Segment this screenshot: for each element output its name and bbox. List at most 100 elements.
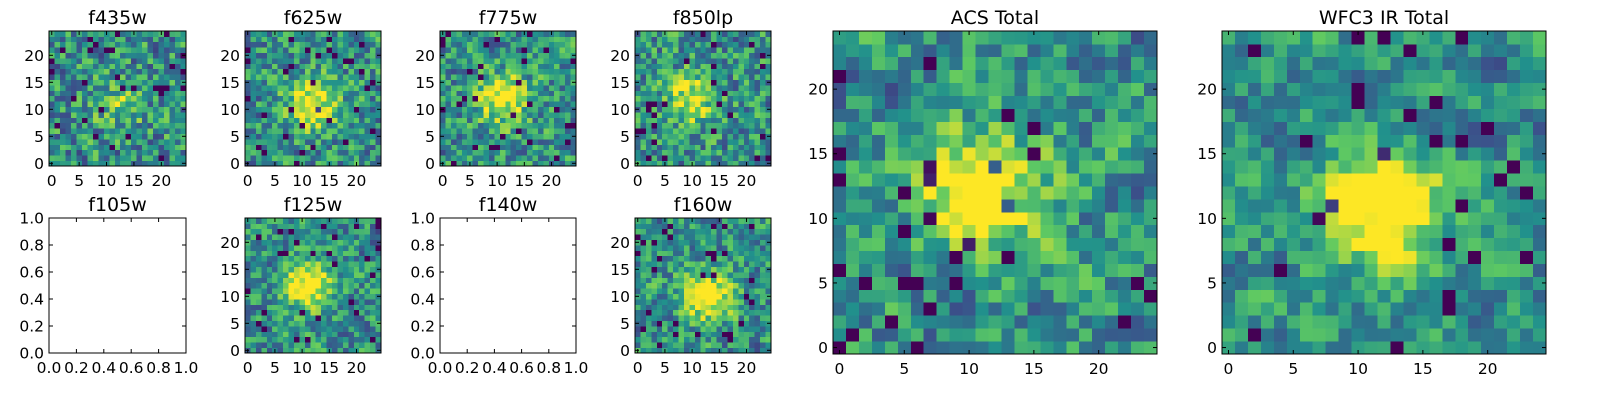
- pixel-cell: [332, 68, 338, 75]
- pixel-cell: [711, 68, 717, 75]
- pixel-cell: [743, 149, 750, 156]
- pixel-cell: [472, 31, 479, 37]
- pixel-cell: [59, 74, 66, 80]
- pixel-cell: [640, 309, 647, 316]
- pixel-cell: [662, 293, 669, 300]
- pixel-cell: [103, 133, 110, 140]
- pixel-cell: [49, 41, 55, 48]
- pixel-cell: [923, 95, 938, 109]
- pixel-cell: [711, 128, 717, 134]
- pixel-cell: [1027, 173, 1041, 187]
- pixel-cell: [1468, 263, 1482, 277]
- pixel-cell: [342, 149, 349, 156]
- pixel-cell: [936, 341, 951, 355]
- pixel-cell: [554, 31, 561, 37]
- pixel-cell: [1001, 276, 1015, 290]
- pixel-cell: [765, 47, 772, 53]
- pixel-cell: [871, 31, 886, 45]
- pixel-cell: [288, 133, 295, 140]
- pixel-cell: [1105, 276, 1119, 290]
- x-tick-label: 5: [270, 359, 280, 377]
- pixel-cell: [445, 133, 452, 140]
- pixel-cell: [683, 106, 690, 113]
- pixel-cell: [732, 293, 739, 300]
- pixel-cell: [645, 304, 652, 311]
- pixel-cell: [521, 68, 528, 75]
- pixel-cell: [700, 90, 707, 97]
- pixel-cell: [635, 101, 641, 107]
- pixel-cell: [337, 255, 344, 262]
- pixel-cell: [348, 250, 355, 257]
- pixel-cell: [370, 342, 376, 348]
- pixel-cell: [1416, 302, 1430, 316]
- pixel-cell: [559, 117, 566, 124]
- pixel-cell: [483, 106, 490, 113]
- pixel-cell: [516, 117, 522, 124]
- pixel-cell: [554, 68, 561, 75]
- pixel-cell: [59, 133, 66, 140]
- pixel-cell: [364, 304, 371, 311]
- pixel-cell: [293, 320, 300, 327]
- pixel-cell: [1079, 237, 1093, 252]
- pixel-cell: [277, 47, 284, 53]
- pixel-cell: [277, 149, 284, 156]
- pixel-cell: [332, 239, 338, 246]
- pixel-cell: [689, 288, 696, 294]
- pixel-cell: [348, 58, 355, 64]
- pixel-cell: [683, 128, 690, 134]
- pixel-cell: [635, 228, 641, 235]
- pixel-cell: [245, 304, 251, 311]
- pixel-cell: [667, 218, 674, 224]
- pixel-cell: [537, 144, 544, 151]
- pixel-cell: [833, 276, 847, 290]
- pixel-cell: [884, 263, 899, 277]
- pixel-cell: [1260, 186, 1275, 200]
- pixel-cell: [738, 155, 745, 161]
- pixel-cell: [1481, 276, 1495, 290]
- pixel-cell: [175, 133, 181, 140]
- pixel-cell: [98, 106, 105, 113]
- pixel-cell: [722, 228, 728, 235]
- pixel-cell: [962, 31, 976, 45]
- pixel-cell: [114, 63, 121, 70]
- pixel-cell: [1286, 328, 1301, 342]
- pixel-cell: [694, 347, 701, 354]
- pixel-cell: [635, 234, 641, 240]
- pixel-cell: [488, 63, 495, 70]
- pixel-cell: [440, 117, 446, 124]
- pixel-cell: [1533, 224, 1547, 239]
- y-tick-label: 5: [818, 274, 828, 292]
- pixel-cell: [1066, 224, 1080, 239]
- pixel-cell: [370, 122, 376, 129]
- pixel-cell: [667, 250, 674, 257]
- pixel-cell: [461, 90, 468, 97]
- pixel-cell: [109, 79, 116, 86]
- pixel-cell: [49, 47, 55, 53]
- pixel-cell: [705, 331, 712, 338]
- pixel-cell: [1507, 263, 1521, 277]
- pixel-cell: [359, 266, 366, 273]
- pixel-cell: [1234, 289, 1249, 303]
- pixel-cell: [81, 90, 88, 97]
- pixel-cell: [705, 218, 712, 224]
- pixel-cell: [456, 160, 463, 167]
- pixel-cell: [760, 85, 766, 91]
- pixel-cell: [760, 250, 766, 257]
- pixel-cell: [310, 52, 317, 59]
- pixel-cell: [293, 63, 300, 70]
- pixel-cell: [543, 101, 550, 107]
- pixel-cell: [245, 41, 251, 48]
- pixel-cell: [722, 218, 728, 224]
- pixel-cell: [65, 90, 72, 97]
- pixel-cell: [92, 149, 99, 156]
- pixel-cell: [109, 47, 116, 53]
- pixel-cell: [1312, 315, 1327, 329]
- pixel-cell: [310, 58, 317, 64]
- pixel-cell: [732, 155, 739, 161]
- pixel-cell: [683, 90, 690, 97]
- pixel-cell: [375, 255, 382, 262]
- pixel-cell: [261, 112, 268, 118]
- pixel-cell: [255, 74, 262, 80]
- pixel-cell: [700, 320, 707, 327]
- pixel-cell: [364, 128, 371, 134]
